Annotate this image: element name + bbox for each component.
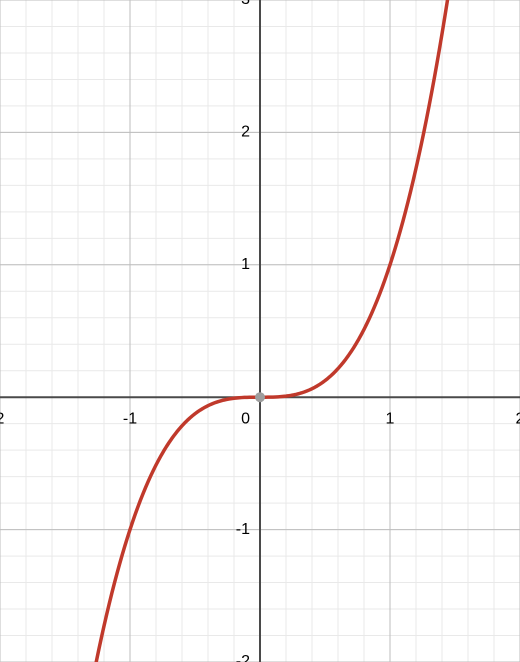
origin-marker	[255, 392, 265, 402]
x-tick-label: 1	[386, 411, 395, 428]
plot-svg: 2 -1 1 2 -2 -1 1 2 3 0	[0, 0, 520, 662]
y-tick-label: 3	[241, 0, 250, 8]
x-tick-label: 2	[0, 411, 5, 428]
x-tick-label: 2	[516, 411, 520, 428]
y-tick-label: 1	[241, 256, 250, 273]
x-tick-label: -1	[123, 411, 137, 428]
y-tick-label: -1	[236, 521, 250, 538]
y-tick-label: -2	[236, 653, 250, 662]
origin-label: 0	[241, 411, 250, 428]
graph-plot: 2 -1 1 2 -2 -1 1 2 3 0	[0, 0, 520, 662]
y-tick-label: 2	[241, 124, 250, 141]
